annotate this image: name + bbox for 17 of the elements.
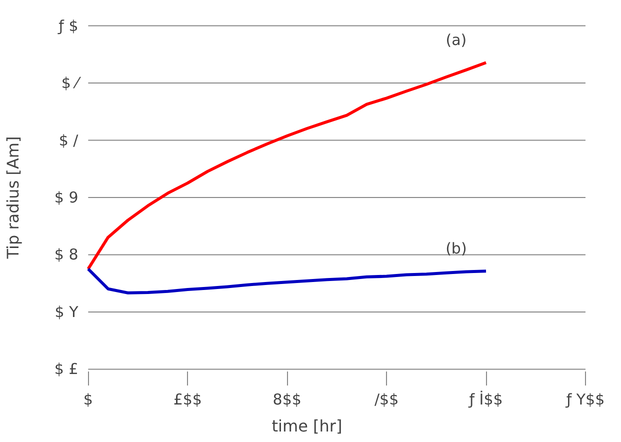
x-tick-label: /$$ (374, 390, 399, 408)
text: $ 8 (54, 246, 78, 264)
text: $ Y (54, 302, 80, 321)
x-tick-label: ƒ İ$$ (468, 390, 503, 408)
text: ƒ $ (58, 16, 78, 35)
text: $ ⁄ (61, 74, 82, 92)
annotation: (b) (446, 239, 467, 258)
x-tick-label: 8$$ (272, 390, 302, 408)
x-tick-label: ƒ Y$$ (565, 390, 605, 408)
x-tick-label: £$$ (173, 390, 202, 408)
text: (a) (446, 30, 467, 49)
x-axis-title: time [hr] (272, 416, 342, 436)
text: $ 9 (54, 188, 78, 206)
text: $ £ (54, 360, 78, 378)
x-tick-label: $ (83, 390, 93, 408)
y-axis-title: Tip radius [Am] (4, 136, 22, 260)
text: $ / (58, 131, 80, 150)
